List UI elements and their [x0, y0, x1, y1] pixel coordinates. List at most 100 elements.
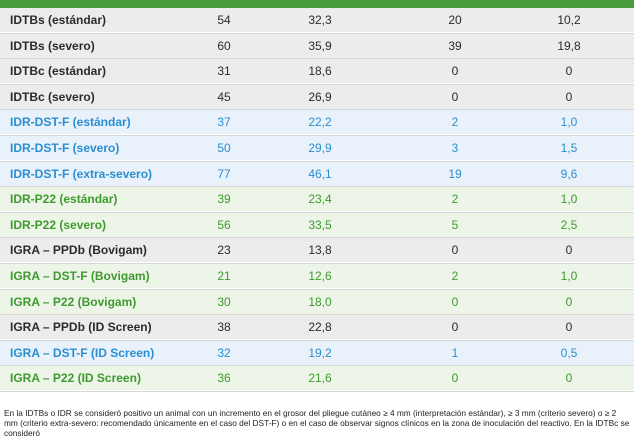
- value-cell: 18,6: [308, 64, 332, 79]
- value-cell: 32: [217, 345, 231, 360]
- row-label: IDTBs (severo): [10, 38, 95, 53]
- row-label: IGRA – DST-F (ID Screen): [10, 345, 155, 360]
- row-label: IGRA – PPDb (Bovigam): [10, 243, 147, 258]
- value-cell: 37: [217, 115, 231, 130]
- table-row: IGRA – P22 (ID Screen) 36 21,6 0 0: [0, 366, 634, 391]
- value-cell: 19: [448, 166, 462, 181]
- table-row: IGRA – DST-F (ID Screen) 32 19,2 1 0,5: [0, 340, 634, 365]
- row-divider: [0, 109, 634, 111]
- value-cell: 0: [565, 294, 573, 309]
- table-row: IGRA – P22 (Bovigam) 30 18,0 0 0: [0, 289, 634, 314]
- footnote: En la IDTBs o IDR se consideró positivo …: [4, 408, 630, 438]
- row-divider: [0, 365, 634, 367]
- value-cell: 0: [565, 243, 573, 258]
- value-cell: 0: [451, 89, 459, 104]
- table-row: IDR-P22 (estándar) 39 23,4 2 1,0: [0, 187, 634, 212]
- value-cell: 12,6: [308, 269, 332, 283]
- value-cell: 5: [451, 217, 459, 232]
- table-row: IDTBc (severo) 45 26,9 0 0: [0, 84, 634, 109]
- row-label: IGRA – PPDb (ID Screen): [10, 320, 152, 335]
- row-divider: [0, 83, 634, 85]
- value-cell: 19,2: [308, 345, 332, 360]
- row-divider: [0, 314, 634, 316]
- value-cell: 54: [217, 13, 231, 27]
- value-cell: 32,3: [308, 13, 332, 27]
- row-divider: [0, 211, 634, 213]
- value-cell: 21: [217, 269, 231, 283]
- value-cell: 1,5: [560, 141, 578, 155]
- row-divider: [0, 135, 634, 136]
- value-cell: 31: [217, 64, 231, 79]
- row-divider: [0, 288, 634, 290]
- table-row: IDR-DST-F (extra-severo) 77 46,1 19 9,6: [0, 161, 634, 186]
- table-row: IDR-DST-F (severo) 50 29,9 3 1,5: [0, 136, 634, 160]
- value-cell: 46,1: [308, 166, 332, 181]
- value-cell: 30: [217, 294, 231, 309]
- row-divider: [0, 186, 634, 188]
- row-divider: [0, 237, 634, 239]
- value-cell: 1,0: [560, 269, 578, 283]
- value-cell: 39: [217, 192, 231, 207]
- row-divider: [0, 58, 634, 60]
- table-row: IDTBc (estándar) 31 18,6 0 0: [0, 59, 634, 84]
- value-cell: 0: [451, 371, 459, 386]
- table-row: IDTBs (severo) 60 35,9 39 19,8: [0, 33, 634, 58]
- row-label: IDR-DST-F (estándar): [10, 115, 131, 130]
- value-cell: 29,9: [308, 141, 332, 155]
- value-cell: 21,6: [308, 371, 332, 386]
- table-row: IDR-P22 (severo) 56 33,5 5 2,5: [0, 212, 634, 237]
- table-row: IGRA – PPDb (ID Screen) 38 22,8 0 0: [0, 315, 634, 340]
- value-cell: 0,5: [560, 345, 578, 360]
- value-cell: 77: [217, 166, 231, 181]
- value-cell: 1,0: [560, 192, 578, 207]
- value-cell: 23: [217, 243, 231, 258]
- value-cell: 36: [217, 371, 231, 386]
- row-label: IGRA – P22 (Bovigam): [10, 294, 137, 309]
- value-cell: 20: [448, 13, 462, 27]
- row-label: IGRA – P22 (ID Screen): [10, 371, 141, 386]
- table-row: IDTBs (estándar) 54 32,3 20 10,2: [0, 8, 634, 32]
- value-cell: 1,0: [560, 115, 578, 130]
- value-cell: 0: [565, 64, 573, 79]
- table-row: IDR-DST-F (estándar) 37 22,2 2 1,0: [0, 110, 634, 135]
- value-cell: 19,8: [557, 38, 581, 53]
- row-divider: [0, 339, 634, 341]
- row-label: IDTBc (severo): [10, 89, 95, 104]
- value-cell: 0: [451, 294, 459, 309]
- value-cell: 26,9: [308, 89, 332, 104]
- value-cell: 2: [451, 192, 459, 207]
- value-cell: 45: [217, 89, 231, 104]
- value-cell: 3: [451, 141, 459, 155]
- value-cell: 35,9: [308, 38, 332, 53]
- value-cell: 23,4: [308, 192, 332, 207]
- table-header-strip: [0, 0, 634, 8]
- row-label: IDTBc (estándar): [10, 64, 107, 79]
- row-label: IDR-DST-F (severo): [10, 141, 120, 155]
- value-cell: 38: [217, 320, 231, 335]
- value-cell: 10,2: [557, 13, 581, 27]
- row-label: IGRA – DST-F (Bovigam): [10, 269, 150, 283]
- value-cell: 33,5: [308, 217, 332, 232]
- value-cell: 56: [217, 217, 231, 232]
- value-cell: 50: [217, 141, 231, 155]
- table-row: IGRA – DST-F (Bovigam) 21 12,6 2 1,0: [0, 264, 634, 288]
- value-cell: 0: [565, 320, 573, 335]
- row-divider: [0, 263, 634, 264]
- row-divider: [0, 32, 634, 34]
- value-cell: 0: [451, 320, 459, 335]
- value-cell: 22,2: [308, 115, 332, 130]
- value-cell: 9,6: [560, 166, 578, 181]
- value-cell: 22,8: [308, 320, 332, 335]
- value-cell: 0: [451, 243, 459, 258]
- row-divider: [0, 391, 634, 392]
- value-cell: 0: [451, 64, 459, 79]
- value-cell: 0: [565, 89, 573, 104]
- row-label: IDR-DST-F (extra-severo): [10, 166, 153, 181]
- value-cell: 60: [217, 38, 231, 53]
- value-cell: 2,5: [560, 217, 578, 232]
- table-row: IGRA – PPDb (Bovigam) 23 13,8 0 0: [0, 238, 634, 263]
- row-divider: [0, 160, 634, 162]
- value-cell: 2: [451, 115, 459, 130]
- row-label: IDTBs (estándar): [10, 13, 107, 27]
